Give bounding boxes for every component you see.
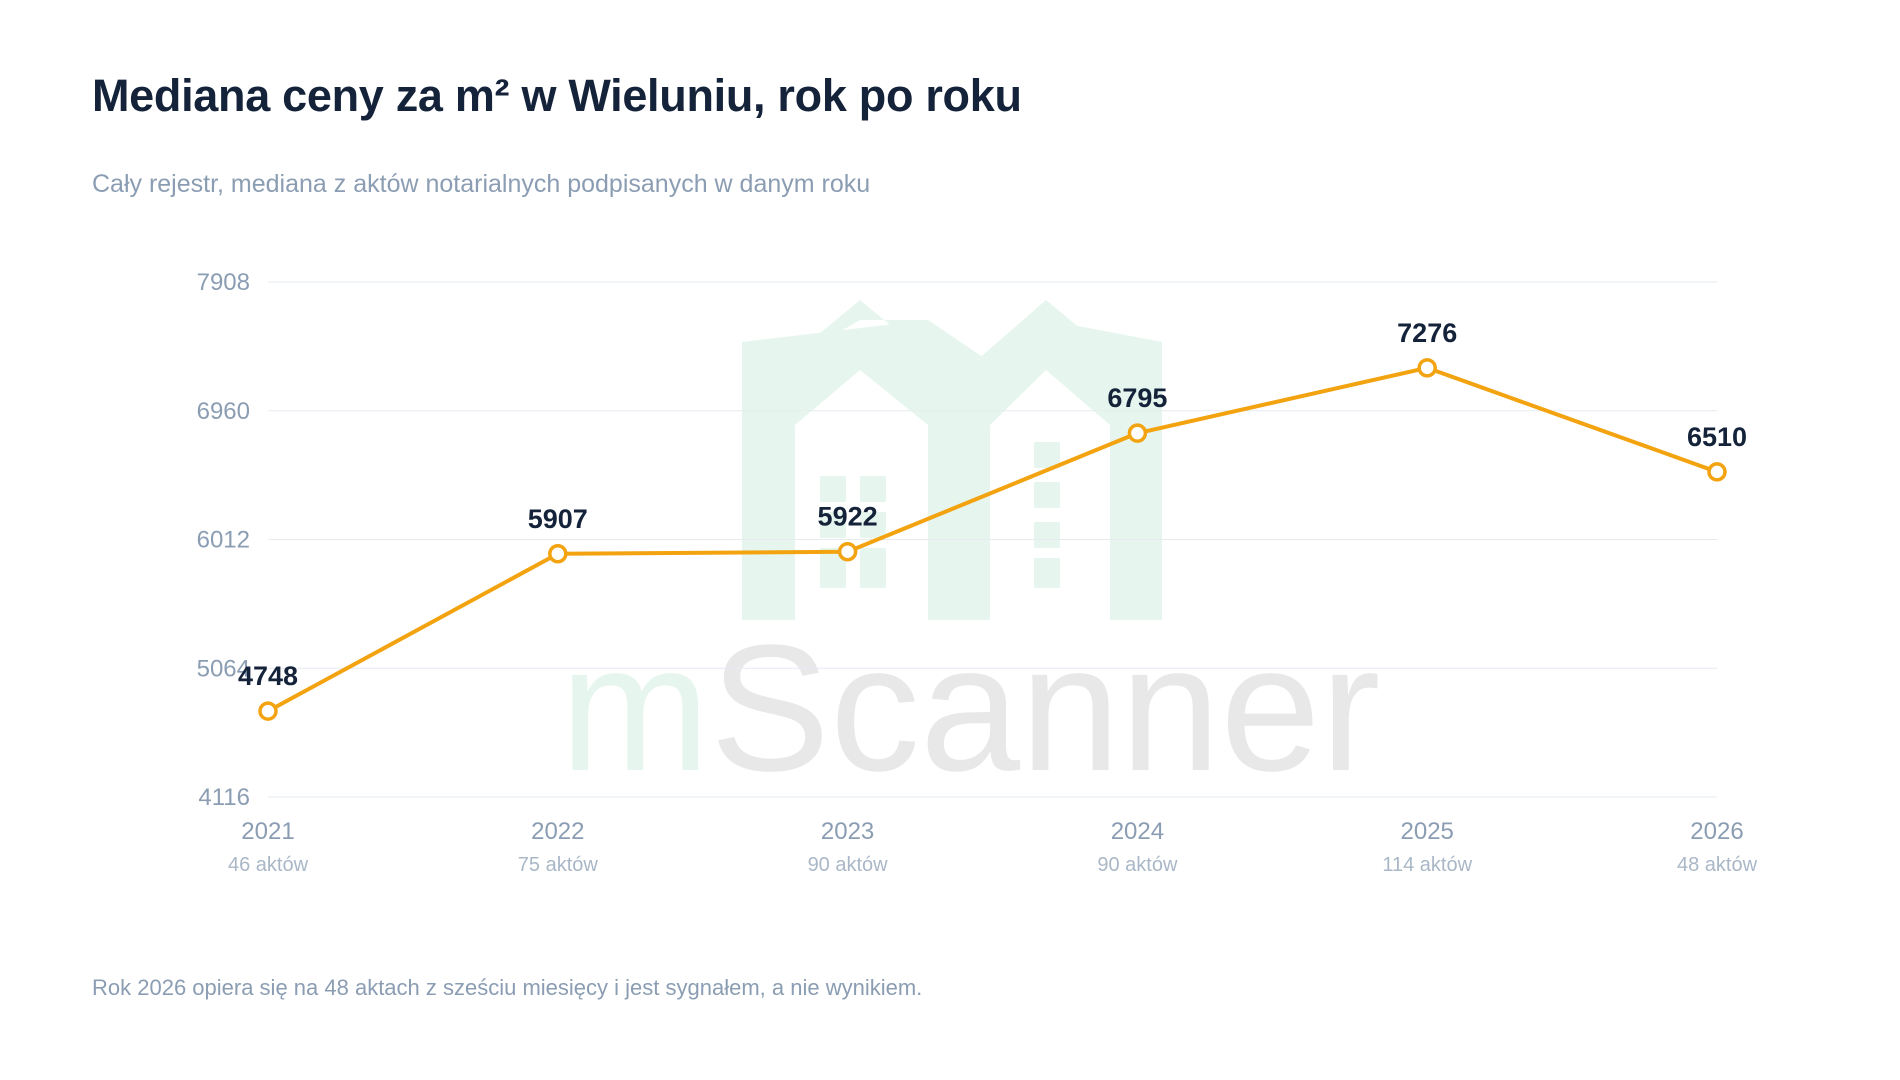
data-point [1127, 423, 1148, 443]
watermark-window-shape [820, 512, 846, 538]
data-labels: 4748 5907 5922 6795 7276 6510 [238, 318, 1747, 691]
y-tick-label: 6960 [197, 398, 250, 425]
x-tick-sublabel: 90 aktów [1097, 854, 1178, 876]
x-tick-label: 2021 [241, 818, 294, 845]
chart-footnote: Rok 2026 opiera się na 48 aktach z sześc… [92, 975, 923, 1000]
x-tick-label: 2024 [1111, 818, 1164, 845]
x-tick-label: 2022 [531, 818, 584, 845]
x-tick-sublabel: 48 aktów [1677, 854, 1758, 876]
watermark-roof-shape [742, 300, 1162, 368]
watermark-text: mScanner [560, 608, 1380, 809]
data-points [258, 358, 1727, 721]
chart-title: Mediana ceny za m² w Wieluniu, rok po ro… [92, 70, 1022, 121]
y-tick-label: 6012 [197, 527, 250, 554]
watermark-window-shape [860, 548, 886, 588]
data-point [1417, 358, 1437, 378]
y-tick-label: 7908 [197, 269, 250, 296]
x-tick-label: 2023 [821, 818, 874, 845]
data-label: 5907 [528, 504, 588, 534]
data-label: 6510 [1687, 422, 1747, 452]
x-tick-sublabel: 75 aktów [518, 854, 599, 876]
watermark-window-shape [1034, 482, 1060, 508]
data-point [837, 541, 858, 562]
data-point [1707, 462, 1727, 482]
x-tick-label: 2025 [1401, 818, 1454, 845]
series-line [266, 365, 1719, 714]
x-axis-ticks: 2021 46 aktów 2022 75 aktów 2023 90 aktów 2024… [228, 818, 1758, 876]
watermark-window-shape [1034, 558, 1060, 588]
mscanner-watermark-logo: mScanner [560, 300, 1380, 809]
grid-lines [268, 281, 1717, 798]
data-point [258, 701, 278, 721]
watermark-window-shape [1034, 442, 1060, 468]
watermark-text-m: m [560, 608, 710, 809]
watermark-text-scanner: Scanner [710, 608, 1380, 809]
x-tick-label: 2026 [1690, 818, 1743, 845]
watermark-window-shape [860, 476, 886, 502]
y-axis-ticks: 4116 5064 6012 6960 7908 [197, 269, 250, 811]
watermark-window-shape [860, 512, 886, 538]
data-label: 5922 [818, 502, 878, 532]
data-label: 4748 [238, 661, 298, 691]
data-label: 6795 [1107, 383, 1167, 413]
watermark-window-shape [1034, 522, 1060, 548]
x-tick-sublabel: 90 aktów [808, 854, 889, 876]
y-tick-label: 5064 [197, 655, 250, 682]
chart-subtitle: Cały rejestr, mediana z aktów notarialny… [92, 170, 871, 198]
y-tick-label: 4116 [198, 784, 250, 811]
series-line-group [266, 365, 1719, 714]
data-label: 7276 [1397, 318, 1457, 348]
watermark-house-shape [742, 320, 1162, 620]
watermark-window-shape [820, 476, 846, 502]
x-tick-sublabel: 114 aktów [1382, 854, 1472, 876]
data-point [548, 544, 568, 564]
x-tick-sublabel: 46 aktów [228, 854, 309, 876]
